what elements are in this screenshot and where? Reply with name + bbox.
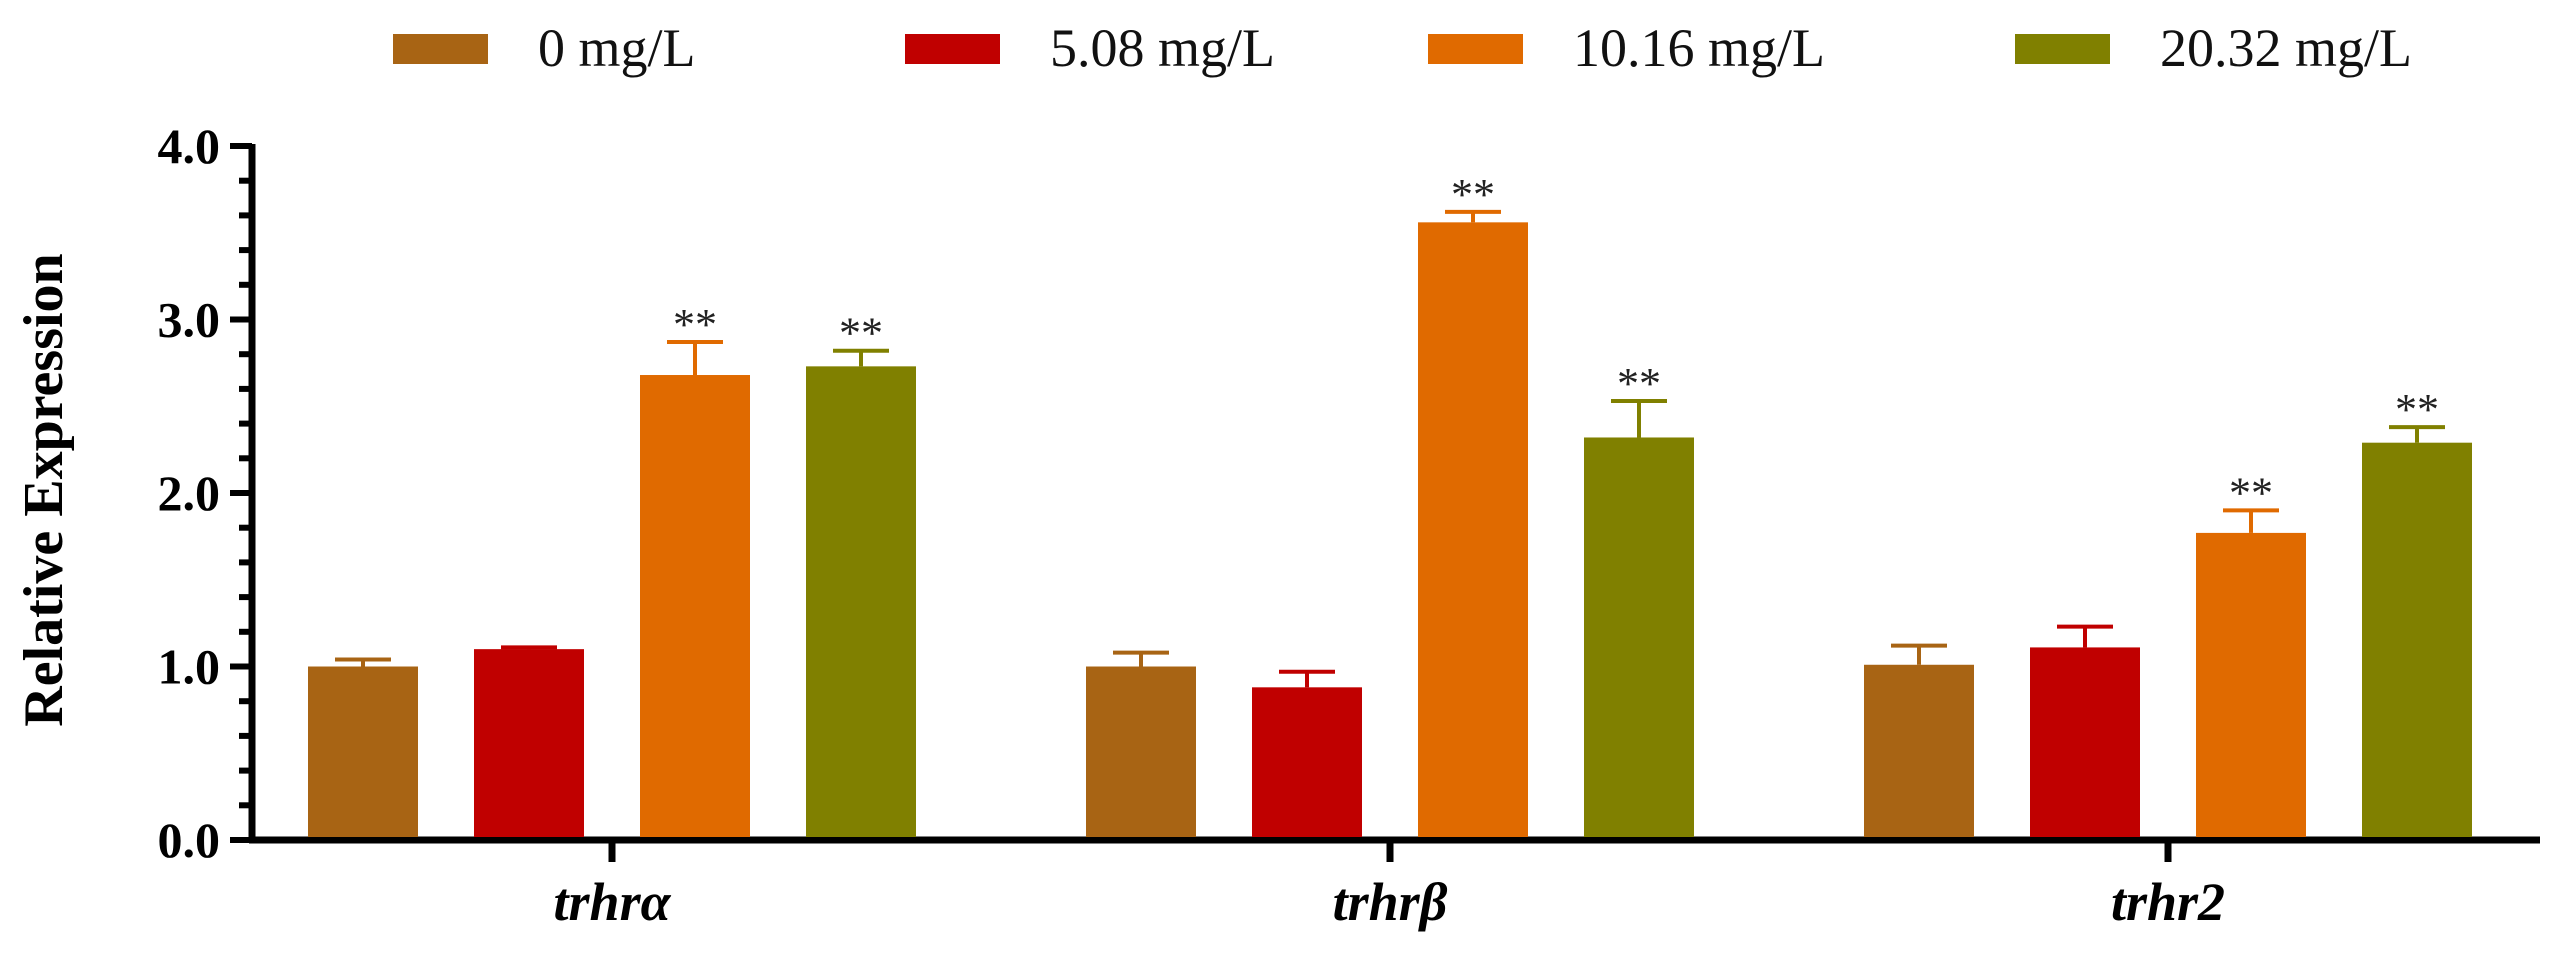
y-axis: 0.0 1.0 2.0 3.0 4.0 — [158, 118, 256, 868]
legend-label-3: 10.16 mg/L — [1573, 18, 1825, 78]
x-tick-label-3: trhr2 — [2111, 872, 2225, 932]
x-tick-label-1: trhrα — [554, 872, 672, 932]
significance-marker: ** — [673, 300, 717, 349]
legend-swatch-2 — [905, 34, 1000, 64]
y-tick-label: 0.0 — [158, 812, 221, 868]
bar-20-32-mg-l-1 — [806, 366, 916, 837]
legend-swatch-3 — [1428, 34, 1523, 64]
bar-5-08-mg-l-1 — [474, 649, 584, 837]
y-tick-label: 4.0 — [158, 118, 221, 174]
bar-10-16-mg-l-2 — [1418, 222, 1528, 838]
x-tick-label-2: trhrβ — [1333, 872, 1448, 932]
bar-0-mg-l-1 — [308, 666, 418, 837]
legend-label-1: 0 mg/L — [538, 18, 696, 78]
bar-5-08-mg-l-3 — [2030, 647, 2140, 837]
bar-0-mg-l-3 — [1864, 664, 1974, 837]
legend-label-2: 5.08 mg/L — [1050, 18, 1275, 78]
legend-swatch-1 — [393, 34, 488, 64]
y-tick-label: 3.0 — [158, 292, 221, 348]
significance-marker: ** — [2395, 385, 2439, 434]
bar-20-32-mg-l-2 — [1584, 437, 1694, 837]
y-axis-label: Relative Expression — [13, 253, 75, 726]
bar-10-16-mg-l-1 — [640, 375, 750, 837]
legend: 0 mg/L 5.08 mg/L 10.16 mg/L 20.32 mg/L — [393, 18, 2412, 78]
bar-10-16-mg-l-3 — [2196, 532, 2306, 837]
significance-marker: ** — [1617, 359, 1661, 408]
legend-swatch-4 — [2015, 34, 2110, 64]
y-tick-label: 1.0 — [158, 639, 221, 695]
legend-label-4: 20.32 mg/L — [2160, 18, 2412, 78]
y-tick-label: 2.0 — [158, 465, 221, 521]
bar-20-32-mg-l-3 — [2362, 442, 2472, 837]
bar-5-08-mg-l-2 — [1252, 687, 1362, 837]
bar-0-mg-l-2 — [1086, 666, 1196, 837]
significance-marker: ** — [839, 309, 883, 358]
significance-marker: ** — [2229, 468, 2273, 517]
bars: ** ** ** ** ** ** — [308, 170, 2472, 838]
significance-marker: ** — [1451, 170, 1495, 219]
x-axis: trhrα trhrβ trhr2 — [249, 836, 2540, 932]
